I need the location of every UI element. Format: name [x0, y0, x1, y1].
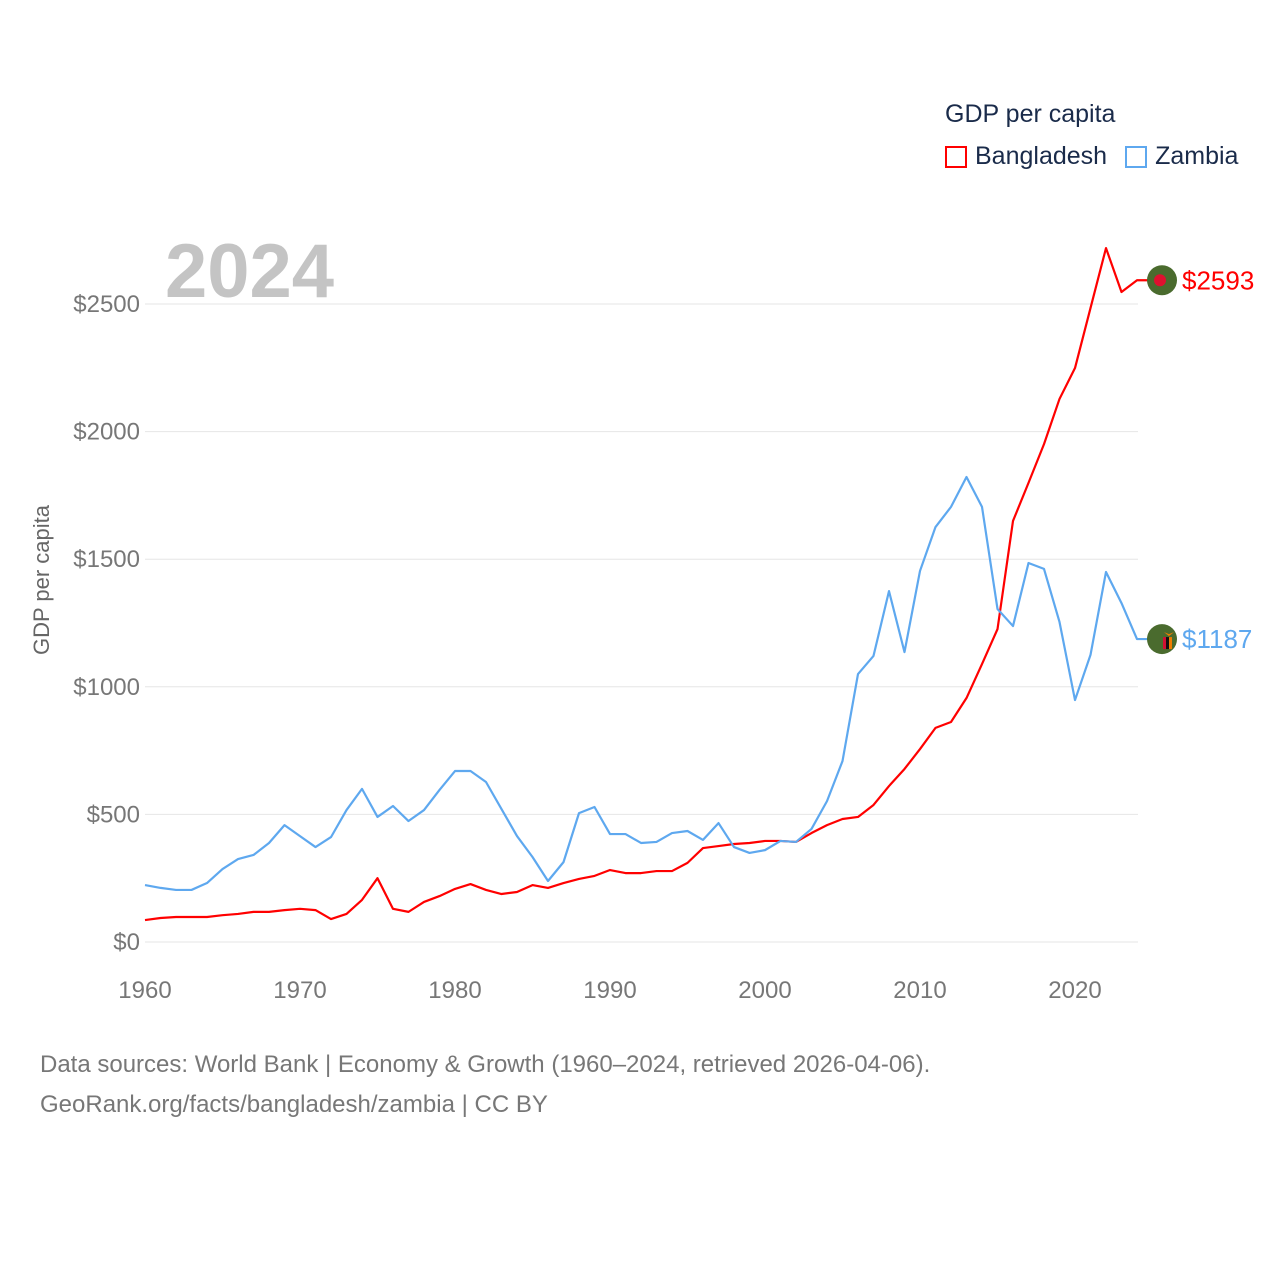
x-tick-label: 2010: [893, 977, 946, 1004]
y-tick-label: $1500: [73, 546, 140, 573]
legend-label-zambia: Zambia: [1155, 142, 1239, 170]
y-tick-label: $0: [113, 929, 140, 956]
flag-stripe: [1169, 637, 1172, 650]
x-tick-label: 1970: [273, 977, 326, 1004]
flag-stripe: [1163, 637, 1166, 650]
flag-eagle: [1164, 632, 1174, 637]
source-line-2[interactable]: GeoRank.org/facts/bangladesh/zambia | CC…: [40, 1091, 548, 1118]
y-tick-label: $2000: [73, 419, 140, 446]
x-tick-label: 1960: [118, 977, 171, 1004]
y-axis-label: GDP per capita: [29, 504, 54, 656]
y-tick-label: $500: [87, 801, 140, 828]
x-tick-label: 1990: [583, 977, 636, 1004]
series-line-bangladesh: [144, 247, 1148, 922]
y-tick-label: $2500: [73, 291, 140, 318]
legend-swatch-bangladesh: [945, 145, 967, 168]
x-tick-label: 2020: [1048, 977, 1101, 1004]
legend-swatch-zambia: [1125, 145, 1148, 168]
x-tick-label: 1980: [428, 977, 481, 1004]
flag-disc: [1154, 274, 1166, 287]
x-tick-label: 2000: [738, 977, 791, 1004]
source-footer: Data sources: World Bank | Economy & Gro…: [40, 1045, 930, 1125]
flag-bangladesh-icon: [1147, 265, 1177, 296]
legend-label-bangladesh: Bangladesh: [975, 142, 1108, 170]
year-label: 2024: [165, 229, 335, 314]
source-line-1: Data sources: World Bank | Economy & Gro…: [40, 1051, 931, 1078]
end-value-label-bangladesh: $2593: [1182, 265, 1254, 295]
end-value-label-zambia: $1187: [1182, 624, 1252, 654]
series-line-zambia: [144, 475, 1148, 892]
legend: Bangladesh Zambia: [945, 142, 1238, 171]
flag-stripe: [1166, 637, 1169, 650]
flag-background: [1147, 624, 1177, 655]
legend-item-zambia[interactable]: Zambia: [1125, 142, 1238, 171]
legend-title: GDP per capita: [945, 100, 1116, 128]
y-tick-label: $1000: [73, 674, 140, 701]
flag-zambia-icon: [1147, 624, 1177, 655]
legend-item-bangladesh[interactable]: Bangladesh: [945, 142, 1107, 171]
